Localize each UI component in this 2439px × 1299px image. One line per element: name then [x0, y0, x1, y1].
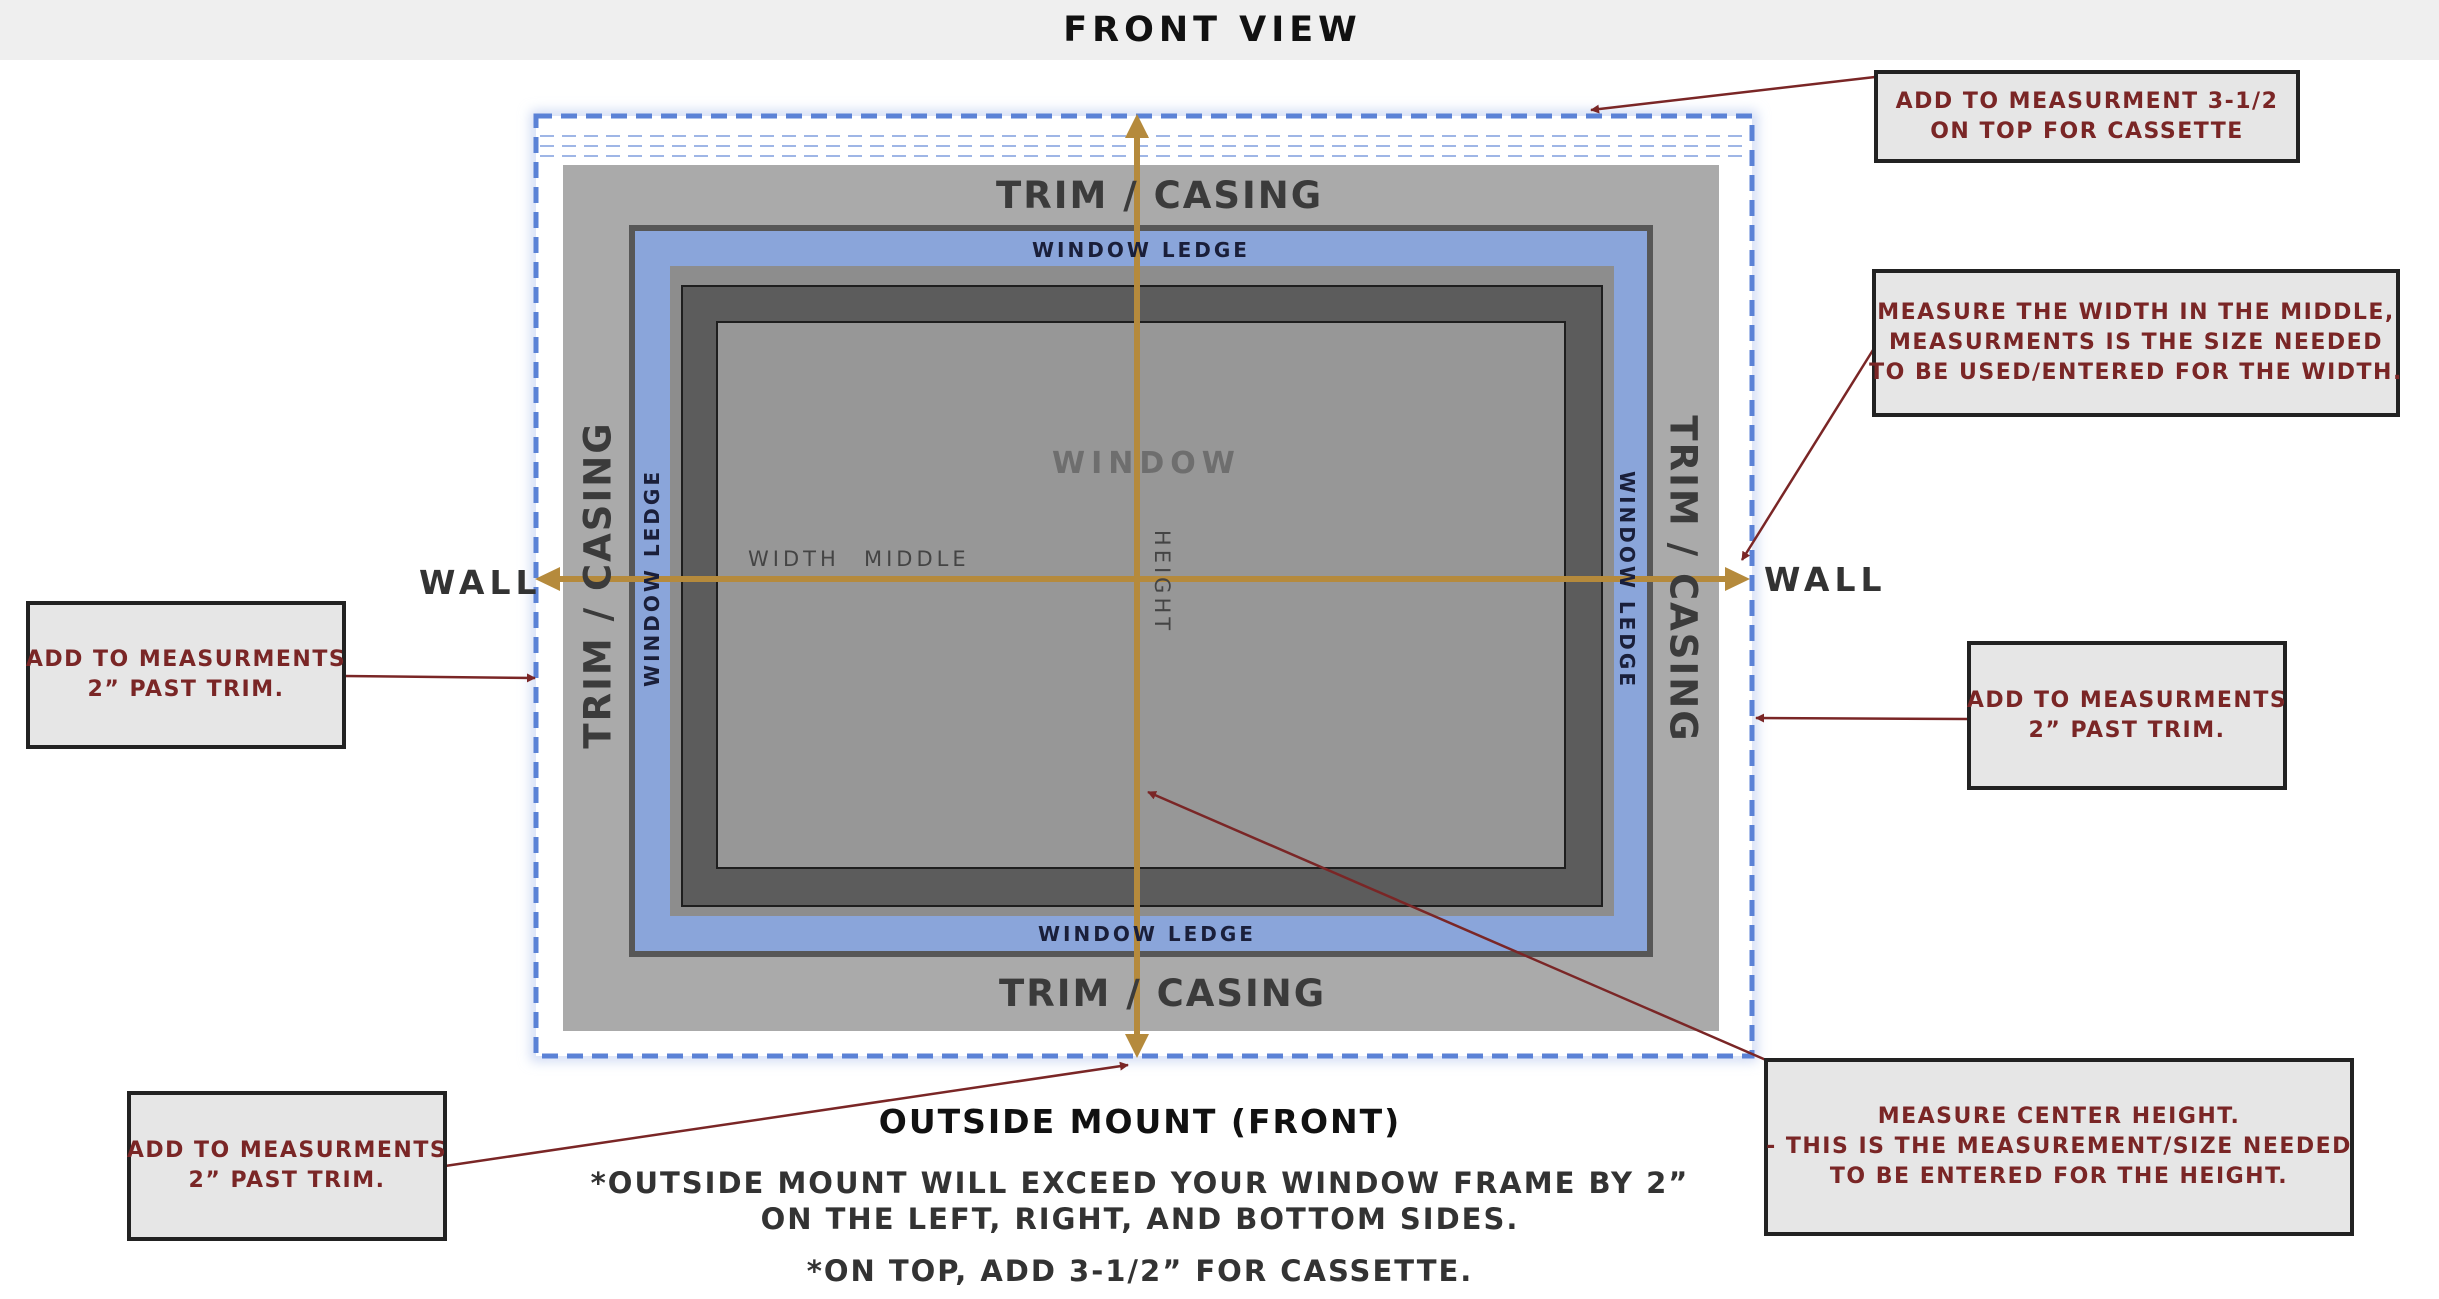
note-bottom-line-2: 2” PAST TRIM.	[188, 1168, 386, 1193]
leader-width	[1740, 349, 1875, 561]
leader-height	[1147, 790, 1767, 1062]
note-height-line-2: - THIS IS THE MEASUREMENT/SIZE NEEDED	[1766, 1134, 2352, 1159]
note-width-line-1: MEASURE THE WIDTH IN THE MIDDLE,	[1877, 300, 2395, 325]
note-height-line-1: MEASURE CENTER HEIGHT.	[1877, 1104, 2241, 1129]
leader-bottom	[444, 1061, 1129, 1168]
ledge-label-right: WINDOW LEDGE	[1615, 471, 1639, 689]
note-left-line-2: 2” PAST TRIM.	[87, 677, 285, 702]
note-right-trim: ADD TO MEASURMENTS 2” PAST TRIM.	[1967, 641, 2287, 790]
note-width: MEASURE THE WIDTH IN THE MIDDLE, MEASURM…	[1869, 269, 2403, 417]
ledge-label-bottom: WINDOW LEDGE	[1038, 922, 1256, 946]
outside-mount-border	[533, 113, 1755, 1059]
trim-label-left: TRIM / CASING	[576, 421, 620, 749]
note-width-line-2: MEASURMENTS IS THE SIZE NEEDED	[1889, 330, 2383, 355]
note-height: MEASURE CENTER HEIGHT. - THIS IS THE MEA…	[1764, 1058, 2354, 1236]
note-bottom-trim: ADD TO MEASURMENTS 2” PAST TRIM.	[127, 1091, 447, 1241]
height-label: HEIGHT	[1150, 529, 1174, 635]
caption-title: OUTSIDE MOUNT (FRONT)	[878, 1102, 1402, 1141]
middle-label: MIDDLE	[864, 547, 970, 571]
note-right-line-1: ADD TO MEASURMENTS	[1966, 687, 2288, 713]
note-left-trim: ADD TO MEASURMENTS 2” PAST TRIM.	[26, 601, 346, 749]
note-cassette: ADD TO MEASURMENT 3-1/2 ON TOP FOR CASSE…	[1874, 70, 2300, 163]
height-arrow	[1125, 114, 1149, 1058]
width-arrow	[535, 567, 1750, 591]
caption-line-3: *ON TOP, ADD 3-1/2” FOR CASSETTE.	[806, 1254, 1474, 1288]
caption-line-1: *OUTSIDE MOUNT WILL EXCEED YOUR WINDOW F…	[590, 1166, 1690, 1200]
ledge-label-left: WINDOW LEDGE	[640, 469, 664, 687]
width-label: WIDTH	[748, 547, 840, 571]
trim-label-bottom: TRIM / CASING	[999, 972, 1327, 1015]
window-glass	[716, 321, 1566, 869]
note-width-line-3: TO BE USED/ENTERED FOR THE WIDTH.	[1869, 360, 2403, 385]
trim-label-right: TRIM / CASING	[1661, 415, 1705, 743]
note-height-line-3: TO BE ENTERED FOR THE HEIGHT.	[1829, 1164, 2289, 1189]
ledge-label-top: WINDOW LEDGE	[1032, 238, 1250, 262]
leader-left	[343, 673, 536, 683]
note-cassette-line-2: ON TOP FOR CASSETTE	[1930, 118, 2244, 144]
leader-right	[1755, 713, 1969, 723]
wall-label-left: WALL	[419, 563, 542, 602]
wall-label-right: WALL	[1764, 560, 1887, 599]
note-left-line-1: ADD TO MEASURMENTS	[25, 647, 347, 672]
caption-line-2: ON THE LEFT, RIGHT, AND BOTTOM SIDES.	[760, 1202, 1520, 1236]
note-right-line-2: 2” PAST TRIM.	[2028, 717, 2226, 743]
note-bottom-line-1: ADD TO MEASURMENTS	[126, 1138, 448, 1163]
trim-label-top: TRIM / CASING	[996, 174, 1324, 217]
leader-cassette	[1590, 75, 1876, 114]
note-cassette-line-1: ADD TO MEASURMENT 3-1/2	[1895, 88, 2279, 114]
page-title: FRONT VIEW	[1063, 10, 1362, 50]
window-label: WINDOW	[1052, 446, 1241, 481]
header-bar: FRONT VIEW	[0, 0, 2439, 60]
